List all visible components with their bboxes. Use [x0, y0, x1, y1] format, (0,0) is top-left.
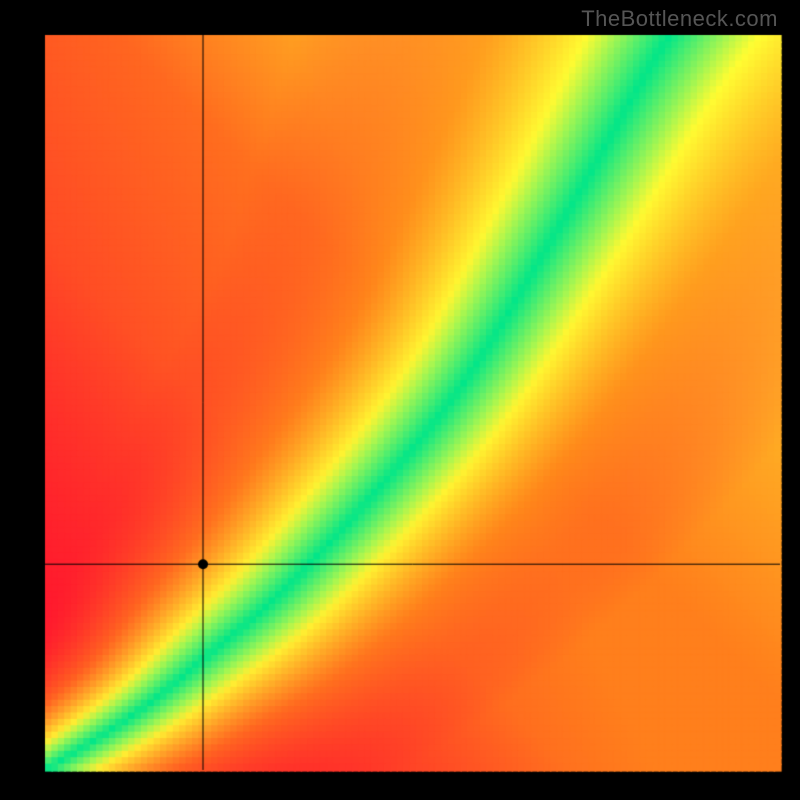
- heatmap-canvas: [0, 0, 800, 800]
- chart-container: TheBottleneck.com: [0, 0, 800, 800]
- watermark-text: TheBottleneck.com: [581, 6, 778, 32]
